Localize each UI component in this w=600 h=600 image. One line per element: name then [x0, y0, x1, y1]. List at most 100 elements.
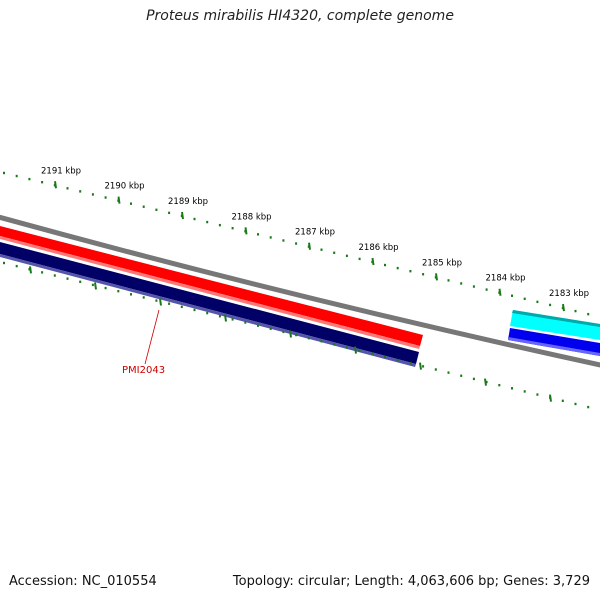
ruler-major-tick — [244, 227, 248, 235]
ruler-tick-label: 2190 kbp — [105, 182, 145, 192]
inner-ruler-minor-tick — [396, 358, 399, 362]
ruler-major-tick — [371, 257, 375, 266]
inner-ruler-minor-tick — [574, 402, 577, 406]
inner-ruler-minor-tick — [168, 302, 171, 305]
ruler-minor-tick — [587, 312, 590, 316]
ruler-minor-tick — [295, 242, 298, 245]
ruler-minor-tick — [384, 263, 386, 267]
ruler-minor-tick — [28, 177, 31, 181]
inner-ruler-minor-tick — [193, 308, 196, 312]
ruler-minor-tick — [472, 285, 475, 288]
inner-ruler-minor-tick — [485, 380, 488, 384]
inner-ruler-minor-tick — [231, 318, 234, 321]
inner-ruler-minor-tick — [180, 305, 183, 309]
ruler-minor-tick — [460, 282, 463, 285]
ruler-tick-label: 2191 kbp — [41, 166, 81, 176]
ruler-major-tick — [54, 181, 57, 189]
inner-ruler-major-tick — [419, 362, 422, 370]
tick-labels: 2191 kbp 2190 kbp 2189 kbp 2188 kbp 2187 kbp… — [41, 166, 589, 299]
inner-ruler-minor-tick — [384, 355, 386, 359]
inner-ruler-minor-tick — [460, 374, 463, 377]
reverse-other-feature[interactable] — [508, 328, 600, 356]
ruler-minor-tick — [333, 251, 336, 254]
ruler-major-tick — [117, 196, 121, 204]
inner-ruler-minor-tick — [371, 352, 374, 356]
ruler-minor-tick — [15, 174, 18, 178]
ruler-minor-tick — [142, 205, 145, 208]
ruler-minor-tick — [549, 303, 552, 307]
ruler-tick-label: 2187 kbp — [295, 228, 335, 238]
inner-ruler-minor-tick — [15, 264, 18, 268]
inner-ruler-minor-tick — [3, 261, 5, 265]
ruler-minor-tick — [523, 297, 526, 301]
ruler-minor-tick — [257, 233, 259, 236]
inner-ruler-minor-tick — [155, 299, 158, 302]
inner-ruler-minor-tick — [91, 283, 94, 287]
inner-ruler-major-tick — [484, 378, 487, 386]
inner-ruler-minor-tick — [142, 296, 145, 299]
outer-tick-ruler — [3, 171, 590, 316]
ruler-major-tick — [308, 242, 311, 250]
genome-summary-text: Topology: circular; Length: 4,063,606 bp… — [232, 574, 590, 589]
inner-ruler-minor-tick — [41, 271, 44, 274]
ruler-minor-tick — [358, 257, 361, 261]
inner-ruler-major-tick — [159, 298, 162, 306]
ruler-minor-tick — [447, 279, 450, 282]
inner-ruler-minor-tick — [79, 280, 82, 283]
inner-ruler-minor-tick — [587, 405, 590, 409]
inner-ruler-minor-tick — [358, 349, 361, 352]
inner-ruler-minor-tick — [345, 346, 348, 349]
inner-ruler-minor-tick — [523, 390, 526, 393]
ruler-major-tick — [562, 303, 565, 312]
inner-ruler-minor-tick — [472, 377, 475, 381]
ruler-minor-tick — [409, 269, 412, 273]
inner-ruler-minor-tick — [117, 289, 120, 293]
ruler-minor-tick — [66, 187, 69, 190]
ruler-minor-tick — [269, 236, 272, 239]
ruler-minor-tick — [218, 223, 221, 227]
inner-ruler-minor-tick — [536, 393, 539, 396]
ruler-minor-tick — [574, 309, 577, 313]
ruler-minor-tick — [485, 288, 488, 291]
ruler-tick-label: 2188 kbp — [232, 212, 272, 222]
ruler-major-tick — [435, 273, 438, 281]
ruler-minor-tick — [168, 211, 171, 215]
inner-ruler-minor-tick — [511, 387, 513, 390]
inner-ruler-major-tick — [29, 266, 32, 274]
inner-ruler-major-tick — [289, 330, 292, 338]
forward-other-feature[interactable] — [510, 310, 600, 340]
ruler-minor-tick — [41, 180, 44, 184]
inner-ruler-minor-tick — [307, 336, 310, 340]
ruler-tick-label: 2186 kbp — [359, 243, 399, 253]
inner-ruler-minor-tick — [218, 315, 221, 318]
genome-backbone — [0, 214, 600, 368]
inner-ruler-major-tick — [94, 282, 97, 290]
ruler-minor-tick — [511, 294, 513, 297]
inner-ruler-minor-tick — [434, 368, 437, 371]
inner-ruler-minor-tick — [498, 383, 501, 387]
ruler-minor-tick — [155, 208, 158, 211]
ruler-minor-tick — [320, 248, 323, 251]
inner-ruler-minor-tick — [206, 311, 209, 315]
inner-ruler-minor-tick — [66, 277, 69, 280]
inner-ruler-minor-tick — [409, 362, 412, 365]
inner-ruler-minor-tick — [295, 333, 298, 337]
forward-gene-feature[interactable] — [0, 226, 423, 349]
ruler-tick-label: 2185 kbp — [422, 258, 462, 268]
ruler-major-tick — [498, 288, 502, 296]
ruler-major-tick — [181, 211, 184, 220]
inner-ruler-minor-tick — [269, 327, 272, 330]
ruler-minor-tick — [536, 300, 539, 304]
ruler-minor-tick — [345, 254, 348, 258]
ruler-minor-tick — [3, 171, 5, 175]
inner-ruler-minor-tick — [53, 274, 56, 277]
inner-ruler-minor-tick — [244, 321, 247, 324]
ruler-minor-tick — [206, 220, 209, 224]
gene-label-pmi2043: PMI2043 — [122, 365, 165, 376]
inner-ruler-major-tick — [354, 346, 357, 354]
inner-ruler-major-tick — [549, 394, 552, 402]
ruler-minor-tick — [104, 196, 107, 199]
inner-tick-ruler — [3, 261, 590, 409]
reverse-gene-feature[interactable] — [0, 242, 419, 367]
